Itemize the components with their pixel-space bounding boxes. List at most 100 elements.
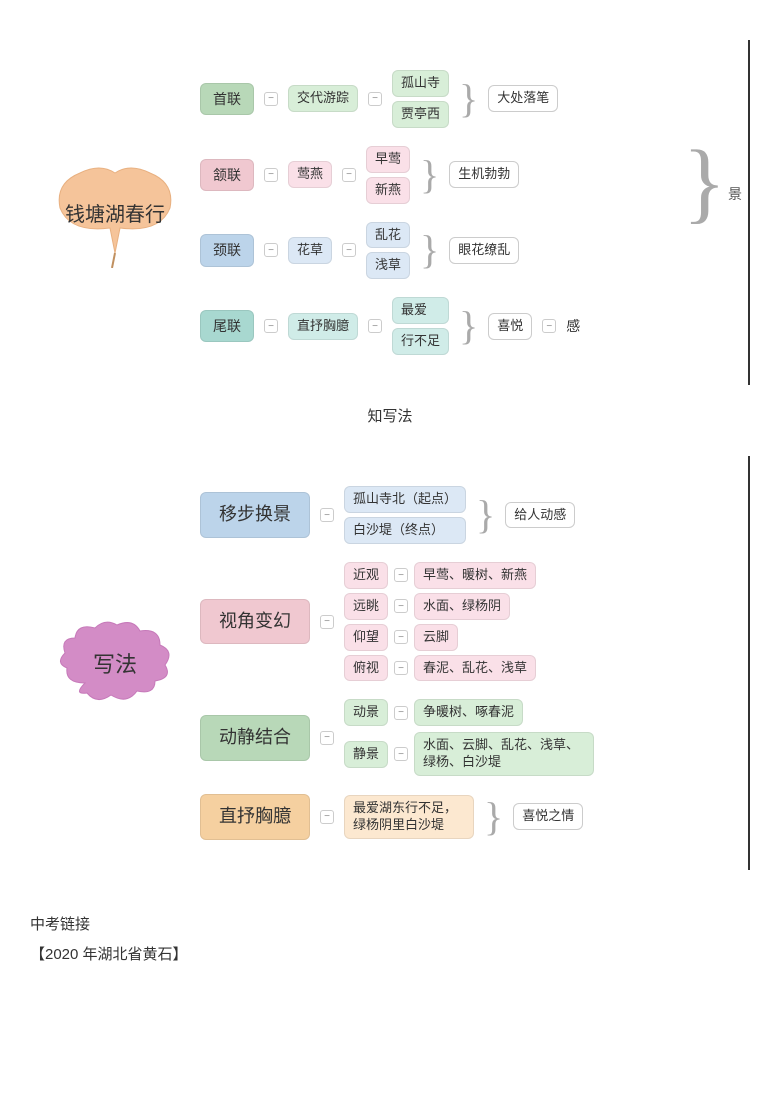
leaf: 浅草 xyxy=(366,252,410,279)
mid-node: 莺燕 xyxy=(288,161,332,188)
row: 动景 − 争暖树、啄春泥 xyxy=(344,699,594,726)
branch-hanlian: 颔联 − 莺燕 − 早莺 新燕 } 生机勃勃 xyxy=(200,146,738,204)
root-label: 写法 xyxy=(93,647,137,679)
root-node-ginkgo: 钱塘湖春行 xyxy=(50,158,180,268)
mid-node: 直抒胸臆 xyxy=(288,313,358,340)
val: 早莺、暖树、新燕 xyxy=(414,562,536,589)
mid-node: 交代游踪 xyxy=(288,85,358,112)
key: 俯视 xyxy=(344,655,388,682)
val: 水面、绿杨阴 xyxy=(414,593,510,620)
expand-icon: − xyxy=(368,319,382,333)
row: 静景 − 水面、云脚、乱花、浅草、绿杨、白沙堤 xyxy=(344,732,594,776)
val: 争暖树、啄春泥 xyxy=(414,699,523,726)
leaf: 孤山寺 xyxy=(392,70,449,97)
val: 春泥、乱花、浅草 xyxy=(414,655,536,682)
row: 仰望 − 云脚 xyxy=(344,624,536,651)
diagram-2: 写法 移步换景 − 孤山寺北（起点） 白沙堤（终点） } 给人动感 视角变幻 − xyxy=(30,456,750,869)
items-col: 孤山寺 贾亭西 xyxy=(392,70,449,128)
expand-icon: − xyxy=(342,168,356,182)
end-node: 生机勃勃 xyxy=(449,161,519,188)
items-col: 最爱 行不足 xyxy=(392,297,449,355)
row: 远眺 − 水面、绿杨阴 xyxy=(344,593,536,620)
key: 静景 xyxy=(344,741,388,768)
expand-icon: − xyxy=(264,319,278,333)
couplet-label: 尾联 xyxy=(200,310,254,342)
brace-icon: } xyxy=(484,805,503,829)
leaf: 乱花 xyxy=(366,222,410,249)
key: 近观 xyxy=(344,562,388,589)
expand-icon: − xyxy=(394,599,408,613)
text-node: 最爱湖东行不足，绿杨阴里白沙堤 xyxy=(344,795,474,839)
items-col: 孤山寺北（起点） 白沙堤（终点） xyxy=(344,486,466,544)
couplet-label: 颈联 xyxy=(200,234,254,266)
brace-icon: } xyxy=(459,87,478,111)
mid-node: 花草 xyxy=(288,237,332,264)
root-node-cloud: 写法 xyxy=(50,608,180,718)
caption-1: 知写法 xyxy=(30,405,750,426)
branches-2: 移步换景 − 孤山寺北（起点） 白沙堤（终点） } 给人动感 视角变幻 − 近观… xyxy=(200,486,738,839)
expand-icon: − xyxy=(320,615,334,629)
key: 仰望 xyxy=(344,624,388,651)
footer: 中考链接 【2020 年湖北省黄石】 xyxy=(30,910,750,970)
expand-icon: − xyxy=(264,168,278,182)
val: 云脚 xyxy=(414,624,458,651)
leaf: 贾亭西 xyxy=(392,101,449,128)
branch-weilian: 尾联 − 直抒胸臆 − 最爱 行不足 } 喜悦 − 感 xyxy=(200,297,738,355)
root-label: 钱塘湖春行 xyxy=(65,198,165,227)
branch-jinglian: 颈联 − 花草 − 乱花 浅草 } 眼花缭乱 xyxy=(200,222,738,280)
mindmap-2: 写法 移步换景 − 孤山寺北（起点） 白沙堤（终点） } 给人动感 视角变幻 − xyxy=(50,486,738,839)
items-col: 早莺 新燕 xyxy=(366,146,410,204)
leaf: 行不足 xyxy=(392,328,449,355)
method-label: 移步换景 xyxy=(200,492,310,537)
rows-col: 近观 − 早莺、暖树、新燕 远眺 − 水面、绿杨阴 仰望 − 云脚 xyxy=(344,562,536,682)
expand-icon: − xyxy=(342,243,356,257)
row: 近观 − 早莺、暖树、新燕 xyxy=(344,562,536,589)
brace-icon: } xyxy=(420,238,439,262)
rows-col: 动景 − 争暖树、啄春泥 静景 − 水面、云脚、乱花、浅草、绿杨、白沙堤 xyxy=(344,699,594,776)
leaf: 孤山寺北（起点） xyxy=(344,486,466,513)
expand-icon: − xyxy=(264,243,278,257)
method-label: 动静结合 xyxy=(200,715,310,760)
expand-icon: − xyxy=(394,747,408,761)
expand-icon: − xyxy=(394,706,408,720)
couplet-label: 颔联 xyxy=(200,159,254,191)
row: 俯视 − 春泥、乱花、浅草 xyxy=(344,655,536,682)
leaf: 白沙堤（终点） xyxy=(344,517,466,544)
end-node: 喜悦 xyxy=(488,313,532,340)
expand-icon: − xyxy=(394,568,408,582)
expand-icon: − xyxy=(542,319,556,333)
leaf: 新燕 xyxy=(366,177,410,204)
method-label: 视角变幻 xyxy=(200,599,310,644)
diagram-1: 钱塘湖春行 首联 − 交代游踪 − 孤山寺 贾亭西 } 大处落笔 颔联 − 莺燕 xyxy=(30,40,750,385)
expand-icon: − xyxy=(320,810,334,824)
leaf: 早莺 xyxy=(366,146,410,173)
expand-icon: − xyxy=(368,92,382,106)
items-col: 乱花 浅草 xyxy=(366,222,410,280)
expand-icon: − xyxy=(394,630,408,644)
side-jing: 景 xyxy=(728,184,742,204)
expand-icon: − xyxy=(394,661,408,675)
footer-line-2: 【2020 年湖北省黄石】 xyxy=(30,940,750,970)
branch-shoulian: 首联 − 交代游踪 − 孤山寺 贾亭西 } 大处落笔 xyxy=(200,70,738,128)
footer-line-1: 中考链接 xyxy=(30,910,750,940)
end-node: 给人动感 xyxy=(505,502,575,529)
couplet-label: 首联 xyxy=(200,83,254,115)
key: 动景 xyxy=(344,699,388,726)
brace-icon: } xyxy=(459,314,478,338)
end-node: 喜悦之情 xyxy=(513,803,583,830)
side-gan: 感 xyxy=(566,316,580,336)
brace-icon: } xyxy=(420,163,439,187)
method-label: 直抒胸臆 xyxy=(200,794,310,839)
expand-icon: − xyxy=(320,731,334,745)
big-brace-icon: } xyxy=(683,156,726,210)
branch-yibu: 移步换景 − 孤山寺北（起点） 白沙堤（终点） } 给人动感 xyxy=(200,486,738,544)
branch-zhishu: 直抒胸臆 − 最爱湖东行不足，绿杨阴里白沙堤 } 喜悦之情 xyxy=(200,794,738,839)
branch-dongjing: 动静结合 − 动景 − 争暖树、啄春泥 静景 − 水面、云脚、乱花、浅草、绿杨、… xyxy=(200,699,738,776)
leaf: 最爱 xyxy=(392,297,449,324)
val: 水面、云脚、乱花、浅草、绿杨、白沙堤 xyxy=(414,732,594,776)
brace-icon: } xyxy=(476,503,495,527)
mindmap-1: 钱塘湖春行 首联 − 交代游踪 − 孤山寺 贾亭西 } 大处落笔 颔联 − 莺燕 xyxy=(50,70,738,355)
end-node: 大处落笔 xyxy=(488,85,558,112)
key: 远眺 xyxy=(344,593,388,620)
expand-icon: − xyxy=(264,92,278,106)
